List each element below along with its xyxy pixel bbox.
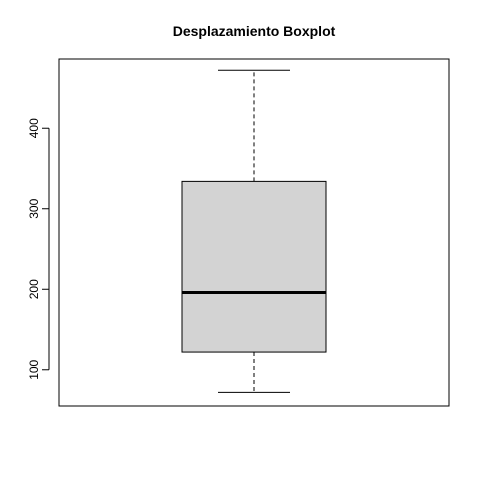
plot-marks [181,69,327,393]
chart-title: Desplazamiento Boxplot [173,23,336,39]
plot-frame [58,58,450,407]
y-tick-label: 400 [27,118,41,138]
y-tick-label: 300 [27,198,41,218]
iqr-box [181,180,327,353]
y-tick-label: 200 [27,279,41,299]
y-axis: 100 200 300 400 [27,118,50,380]
y-tick-label: 100 [27,359,41,379]
